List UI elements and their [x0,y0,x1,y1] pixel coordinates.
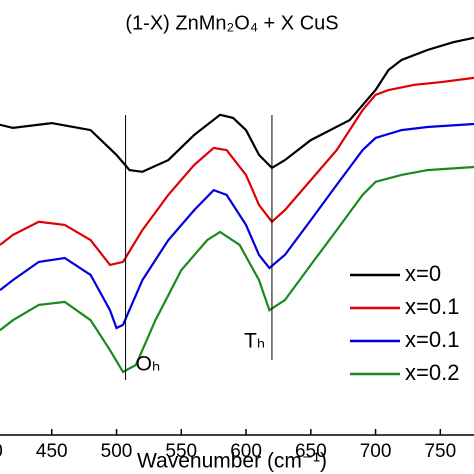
annotation-label: Tₕ [244,330,265,353]
chart-title: (1-X) ZnMn₂O₄ + X CuS [125,12,338,34]
series-line [0,122,474,330]
series-line [0,76,474,267]
annotation-label: Oₕ [136,353,161,376]
x-tick-label: 650 [295,441,327,462]
x-tick-label: 500 [101,441,133,462]
legend-label: x=0.1 [405,294,459,319]
x-axis-label: Wavenumber (cm⁻¹) [137,450,327,473]
x-tick-label: 450 [36,441,68,462]
x-tick-label: 700 [360,441,392,462]
x-tick-label: 400 [0,441,3,462]
legend-label: x=0 [405,261,441,286]
legend-label: x=0.2 [405,360,459,385]
x-tick-label: 600 [230,441,262,462]
legend-label: x=0.1 [405,327,459,352]
series-line [0,165,474,374]
series-line [0,36,474,173]
x-tick-label: 750 [424,441,456,462]
x-tick-label: 550 [165,441,197,462]
